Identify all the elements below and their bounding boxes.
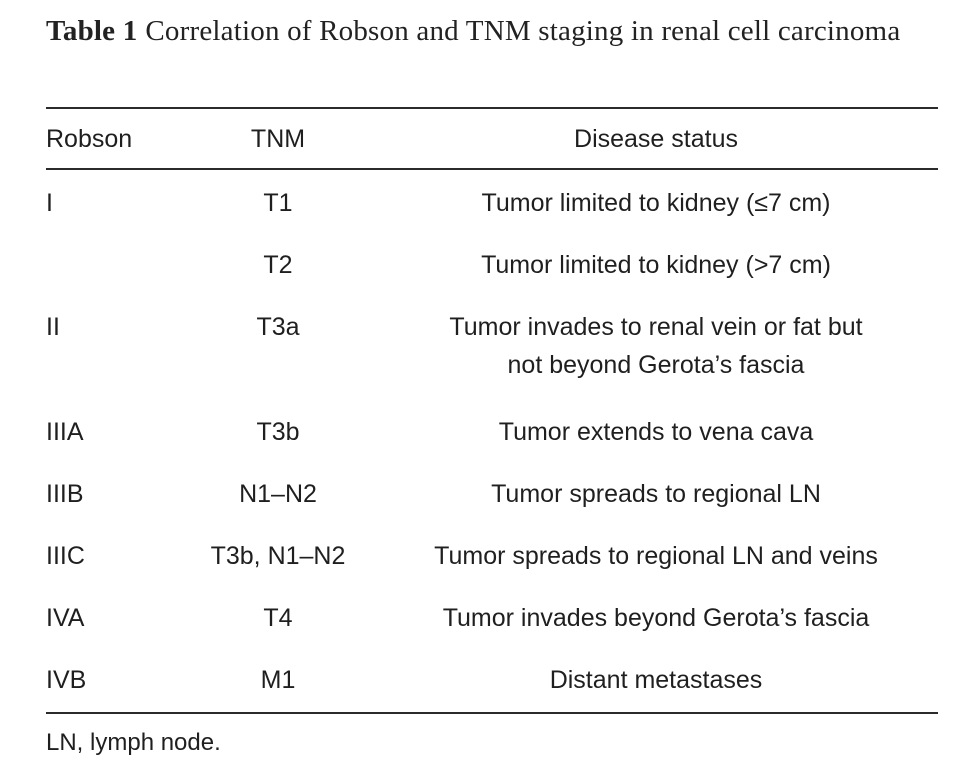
cell-disease-status: Distant metastases [549, 666, 763, 694]
cell-disease-status-line1: Tumor invades to renal vein or fat but [449, 313, 863, 341]
cell-robson: IIIC [46, 542, 85, 570]
cell-tnm: N1–N2 [239, 480, 317, 508]
cell-robson: IVB [46, 666, 87, 694]
cell-robson: IIIB [46, 480, 84, 508]
cell-disease-status: Tumor limited to kidney (≤7 cm) [481, 189, 831, 217]
cell-disease-status: Tumor limited to kidney (>7 cm) [481, 251, 831, 279]
cell-tnm: T4 [263, 604, 293, 632]
table-caption-label: Table 1 [46, 15, 138, 47]
table-top-rule [46, 107, 938, 109]
cell-disease-status: Tumor extends to vena cava [498, 418, 814, 446]
cell-tnm: T3b [256, 418, 300, 446]
cell-tnm: T3b, N1–N2 [210, 542, 346, 570]
header-robson: Robson [46, 125, 133, 153]
cell-tnm: T1 [263, 189, 293, 217]
cell-robson: IVA [46, 604, 85, 632]
cell-tnm: M1 [260, 666, 296, 694]
table-footnote: LN, lymph node. [46, 729, 221, 756]
header-tnm: TNM [250, 125, 306, 153]
cell-robson: I [46, 189, 53, 217]
cell-disease-status-line2: not beyond Gerota’s fascia [507, 351, 805, 379]
cell-disease-status: Tumor spreads to regional LN [491, 480, 821, 508]
table-bottom-rule [46, 712, 938, 714]
cell-robson: II [46, 313, 60, 341]
cell-robson: IIIA [46, 418, 84, 446]
cell-disease-status: Tumor spreads to regional LN and veins [434, 542, 878, 570]
table-caption: Table 1 Correlation of Robson and TNM sta… [46, 12, 926, 50]
header-disease-status: Disease status [574, 125, 738, 153]
cell-disease-status: Tumor invades beyond Gerota’s fascia [442, 604, 870, 632]
table-caption-text: Correlation of Robson and TNM staging in… [145, 15, 901, 47]
cell-tnm: T3a [256, 313, 300, 341]
table-header-rule [46, 168, 938, 170]
cell-tnm: T2 [263, 251, 293, 279]
